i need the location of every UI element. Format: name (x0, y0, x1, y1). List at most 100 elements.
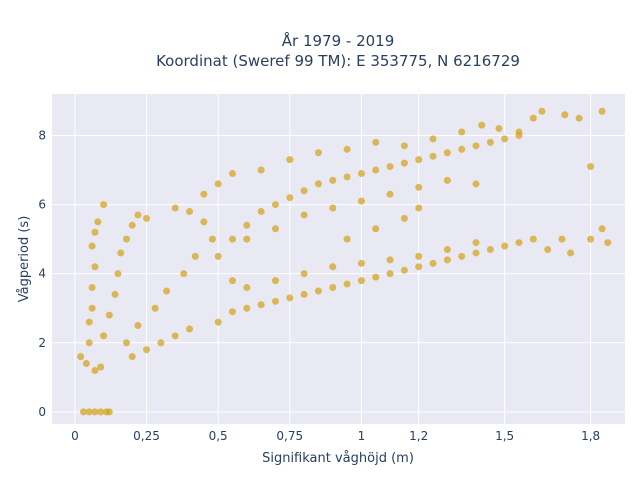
x-tick-label: 1,2 (409, 429, 428, 443)
data-point (501, 242, 509, 250)
data-point (157, 339, 165, 347)
data-point (80, 408, 88, 416)
data-point (228, 235, 236, 243)
data-point (85, 408, 93, 416)
x-tick-label: 0 (71, 429, 79, 443)
data-point (243, 221, 251, 229)
data-point (117, 249, 125, 257)
data-point (314, 149, 322, 157)
data-point (314, 287, 322, 295)
data-point (372, 166, 380, 174)
data-point (114, 270, 122, 278)
data-point (472, 239, 480, 247)
data-point (143, 346, 151, 354)
data-point (208, 235, 216, 243)
x-axis-label: Signifikant våghöjd (m) (262, 451, 414, 466)
data-point (200, 218, 208, 226)
data-point (478, 121, 486, 129)
data-point (575, 114, 583, 122)
data-point (186, 207, 194, 215)
data-point (286, 294, 294, 302)
data-point (88, 284, 96, 292)
data-point (243, 284, 251, 292)
data-points (77, 107, 612, 416)
data-point (214, 180, 222, 188)
data-point (300, 270, 308, 278)
data-point (529, 114, 537, 122)
data-point (151, 304, 159, 312)
data-point (134, 322, 142, 330)
data-point (91, 408, 99, 416)
data-point (415, 156, 423, 164)
data-point (472, 180, 480, 188)
data-point (271, 277, 279, 285)
data-point (163, 287, 171, 295)
y-tick-label: 6 (38, 198, 46, 212)
data-point (558, 235, 566, 243)
data-point (486, 245, 494, 253)
y-tick-label: 8 (38, 128, 46, 142)
data-point (386, 163, 394, 171)
data-point (77, 353, 85, 361)
data-point (271, 225, 279, 233)
data-point (458, 252, 466, 260)
data-point (286, 194, 294, 202)
data-point (88, 304, 96, 312)
chart-title-line2: Koordinat (Sweref 99 TM): E 353775, N 62… (156, 52, 520, 70)
data-point (329, 263, 337, 271)
data-point (538, 107, 546, 115)
data-point (329, 284, 337, 292)
data-point (214, 318, 222, 326)
data-point (472, 249, 480, 257)
data-point (85, 339, 93, 347)
y-axis-label: Vågperiod (s) (17, 216, 32, 303)
x-tick-label: 1,5 (495, 429, 514, 443)
data-point (180, 270, 188, 278)
data-point (271, 201, 279, 209)
data-point (191, 252, 199, 260)
data-point (443, 149, 451, 157)
data-point (200, 190, 208, 198)
data-point (91, 263, 99, 271)
data-point (257, 166, 265, 174)
data-point (343, 173, 351, 181)
data-point (458, 128, 466, 136)
data-point (343, 235, 351, 243)
data-point (501, 135, 509, 143)
data-point (91, 366, 99, 374)
data-point (400, 142, 408, 150)
data-point (257, 301, 265, 309)
data-point (472, 142, 480, 150)
data-point (486, 138, 494, 146)
data-point (329, 204, 337, 212)
data-point (587, 163, 595, 171)
data-point (228, 169, 236, 177)
data-point (94, 218, 102, 226)
data-point (429, 135, 437, 143)
y-tick-label: 2 (38, 336, 46, 350)
data-point (529, 235, 537, 243)
data-point (343, 280, 351, 288)
data-point (372, 273, 380, 281)
data-point (561, 111, 569, 119)
data-point (243, 235, 251, 243)
data-point (271, 297, 279, 305)
data-point (314, 180, 322, 188)
data-point (400, 266, 408, 274)
data-point (228, 308, 236, 316)
data-point (567, 249, 575, 257)
plot-area (52, 94, 625, 424)
chart-title-line1: År 1979 - 2019 (282, 31, 395, 50)
data-point (111, 290, 119, 298)
data-point (228, 277, 236, 285)
x-tick-label: 0,25 (133, 429, 160, 443)
data-point (122, 235, 130, 243)
data-point (415, 252, 423, 260)
data-point (97, 363, 105, 371)
data-point (544, 245, 552, 253)
data-point (82, 360, 90, 368)
data-point (243, 304, 251, 312)
data-point (128, 353, 136, 361)
data-point (300, 187, 308, 195)
